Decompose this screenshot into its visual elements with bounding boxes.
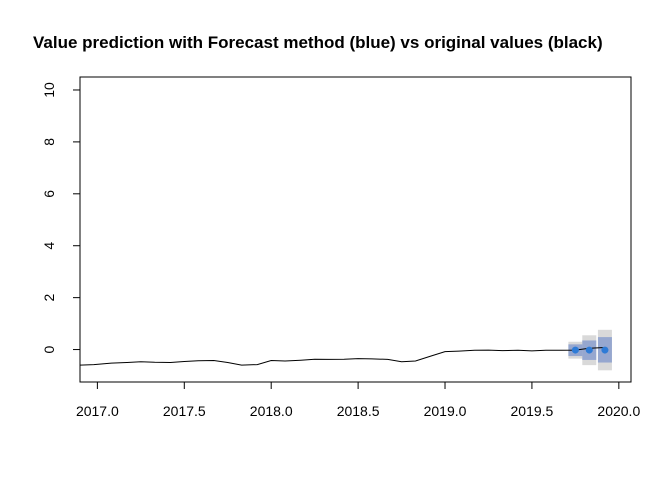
x-tick-label: 2017.0 [76,403,119,419]
y-tick-label: 8 [41,138,57,146]
y-tick-label: 0 [41,345,57,353]
x-tick-label: 2019.5 [511,403,554,419]
series-lines [79,347,605,366]
y-tick-label: 2 [41,294,57,302]
x-tick-label: 2018.0 [250,403,293,419]
y-tick-label: 6 [41,190,57,198]
original-values-line [79,347,605,366]
x-axis: 2017.0 2017.5 2018.0 2018.5 2019.0 2019.5 2020… [76,381,640,419]
x-tick-label: 2020.0 [597,403,640,419]
x-tick-label: 2017.5 [163,403,206,419]
forecast-point [571,346,579,354]
x-tick-label: 2019.0 [424,403,467,419]
y-tick-label: 4 [41,242,57,250]
chart-title: Value prediction with Forecast method (b… [33,33,603,52]
forecast-point [601,346,609,354]
plot-area [79,76,632,383]
forecast-point [585,346,593,354]
x-tick-label: 2018.5 [337,403,380,419]
forecast-points [571,346,609,354]
y-axis: 0 2 4 6 8 10 [41,82,81,353]
y-tick-label: 10 [41,82,57,98]
